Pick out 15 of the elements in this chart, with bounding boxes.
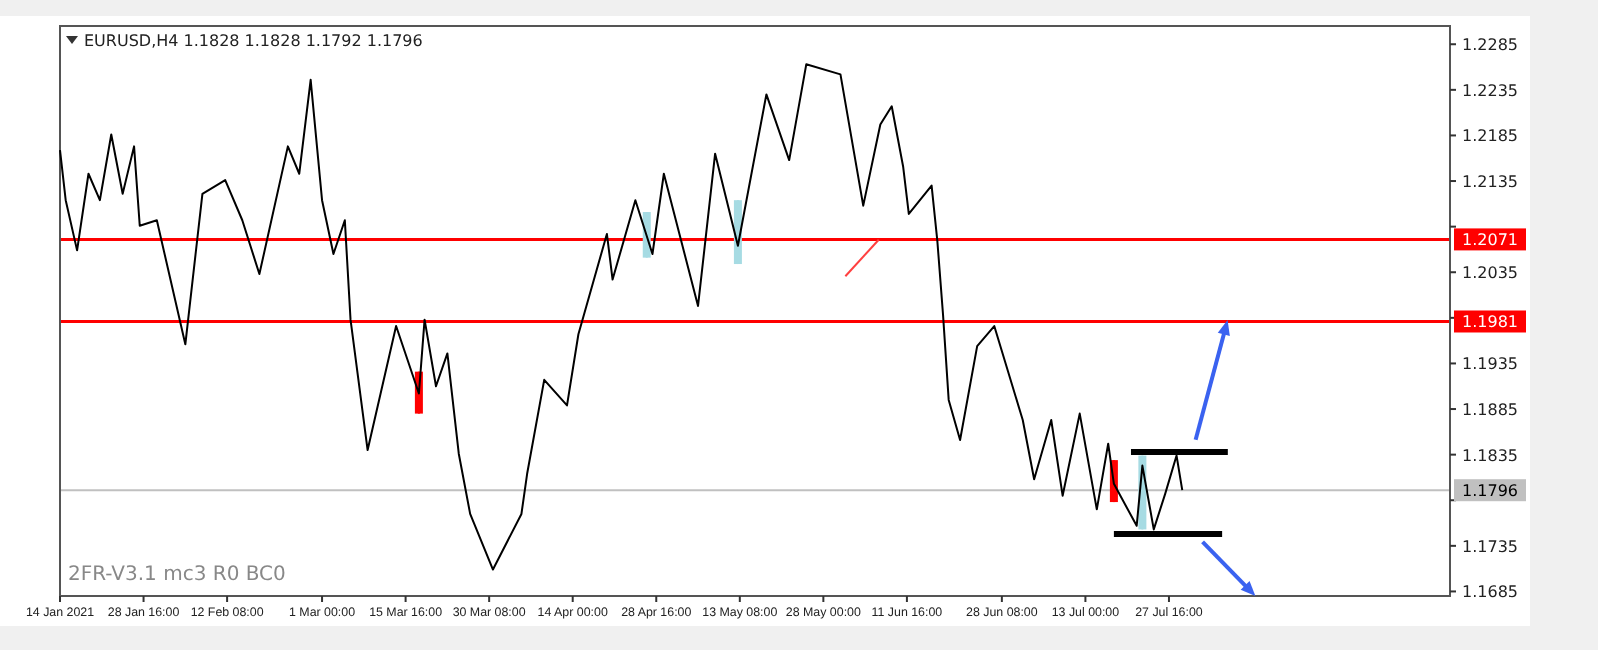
annotation: 2FR-V3.1 mc3 R0 BC0 (68, 564, 286, 586)
chart-title: EURUSD,H4 1.1828 1.1828 1.1792 1.1796 (84, 32, 423, 50)
y-tick-label: 1.1935 (1462, 355, 1518, 374)
y-tick-label: 1.2135 (1462, 173, 1518, 192)
y-tick-label: 1.2185 (1462, 127, 1518, 146)
ref-line-label: 1.1796 (1462, 482, 1518, 501)
y-tick-label: 1.1885 (1462, 401, 1518, 420)
y-tick-label: 1.1685 (1462, 583, 1518, 602)
y-tick-label: 1.2235 (1462, 81, 1518, 100)
y-tick-label: 1.1735 (1462, 537, 1518, 556)
y-tick-label: 1.2285 (1462, 36, 1518, 55)
y-tick-label: 1.2035 (1462, 264, 1518, 283)
ref-line-label: 1.1981 (1462, 313, 1518, 332)
ref-line-label: 1.2071 (1462, 231, 1518, 250)
y-tick-label: 1.1835 (1462, 446, 1518, 465)
